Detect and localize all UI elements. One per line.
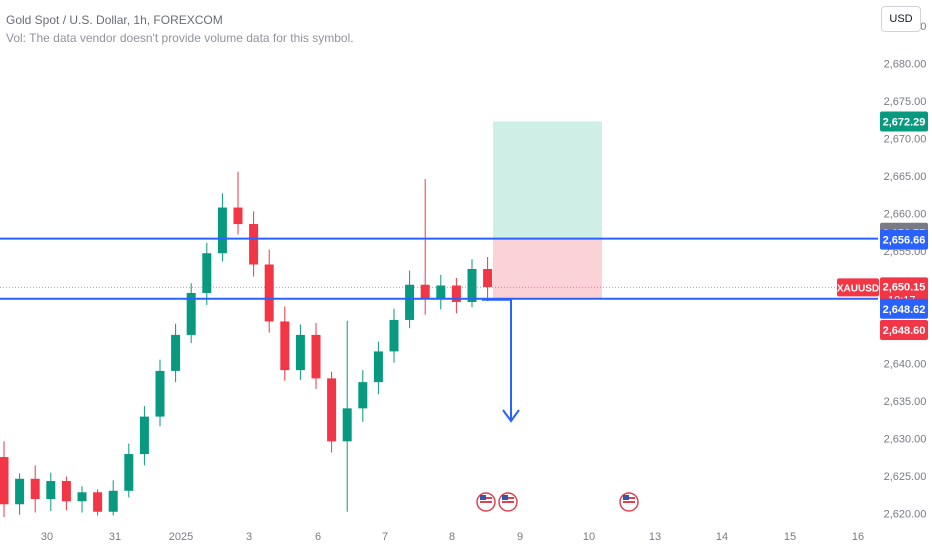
us-flag-icon-stripe: [502, 501, 514, 503]
candle-body: [15, 478, 25, 505]
candle-body: [280, 321, 290, 371]
candle-body: [155, 370, 165, 417]
candle-body: [108, 490, 118, 512]
candle-body: [451, 285, 461, 302]
time-axis: 30 31 2025 3 6 7 8 9 10 13 14 15 16: [41, 531, 864, 543]
chart-legend: Gold Spot / U.S. Dollar, 1h, FOREXCOM Vo…: [6, 11, 354, 47]
candle-body: [264, 264, 274, 322]
x-tick-label: 31: [109, 531, 121, 543]
price-labels: 2,672.292,656.772,656.662,650.1510:17XAU…: [837, 111, 928, 340]
y-tick-label: 2,675.00: [884, 96, 927, 108]
candle-body: [93, 492, 103, 512]
candle-body: [358, 382, 368, 409]
candle-body: [249, 224, 259, 265]
price-label: 2,672.29: [883, 116, 926, 128]
candle-body: [186, 292, 196, 335]
us-flag-icon-canton: [623, 495, 629, 500]
candle-body: [171, 334, 181, 371]
stop-zone: [493, 238, 602, 299]
x-tick-label: 3: [246, 531, 252, 543]
candle-body: [342, 408, 352, 442]
candle-body: [467, 268, 477, 302]
candle-body: [436, 285, 446, 299]
candle-body: [389, 319, 399, 352]
candle-body: [0, 457, 9, 505]
x-tick-label: 10: [583, 531, 595, 543]
arrow-head: [502, 409, 520, 423]
price-axis: 2,620.00 2,625.00 2,630.00 2,635.00 2,640.00…: [884, 21, 927, 520]
candle-body: [217, 207, 227, 254]
candle-body: [295, 334, 305, 371]
position-zones: [493, 121, 602, 299]
price-label: 2,648.62: [883, 304, 926, 316]
y-tick-label: 2,630.00: [884, 433, 927, 445]
x-tick-label: 16: [852, 531, 864, 543]
candle-body: [139, 416, 149, 455]
price-label: 2,648.60: [883, 325, 926, 337]
candle-body: [30, 478, 40, 500]
us-flag-icon-canton: [502, 495, 508, 500]
candle-body: [420, 284, 430, 299]
arrow-path: [482, 298, 512, 420]
candle-body: [46, 481, 56, 500]
price-label: 2,656.66: [883, 235, 926, 247]
candle-body: [311, 334, 321, 379]
volume-note: Vol: The data vendor doesn't provide vol…: [6, 31, 354, 45]
candle-body: [405, 284, 415, 320]
y-tick-label: 2,665.00: [884, 171, 927, 183]
symbol-tag: XAUUSD: [837, 283, 879, 294]
x-tick-label: 15: [784, 531, 796, 543]
event-markers: [476, 492, 639, 512]
x-tick-label: 13: [649, 531, 661, 543]
x-tick-label: 30: [41, 531, 53, 543]
y-tick-label: 2,625.00: [884, 471, 927, 483]
y-tick-label: 2,640.00: [884, 358, 927, 370]
lightning-icon-stripe: [480, 501, 492, 503]
price-label: 2,650.15: [883, 281, 926, 293]
level-lines: [0, 237, 878, 300]
x-tick-label: 7: [382, 531, 388, 543]
x-tick-label: 14: [716, 531, 728, 543]
candle-body: [77, 492, 87, 502]
x-tick-label: 8: [449, 531, 455, 543]
candle-body: [483, 268, 493, 287]
x-tick-label: 6: [315, 531, 321, 543]
y-tick-label: 2,635.00: [884, 396, 927, 408]
lightning-icon-canton: [480, 495, 486, 500]
candle-body: [202, 253, 212, 293]
price-label-bg: [880, 319, 928, 340]
candles: [0, 171, 493, 517]
price-label-bg: [880, 298, 928, 319]
x-tick-label: 9: [517, 531, 523, 543]
y-tick-label: 2,660.00: [884, 209, 927, 221]
projection-arrow: [482, 298, 520, 423]
symbol-tag-bg: [837, 278, 879, 297]
candle-body: [373, 351, 383, 383]
us-flag-icon-stripe: [623, 501, 635, 503]
target-zone: [493, 121, 602, 239]
symbol-title: Gold Spot / U.S. Dollar, 1h, FOREXCOM: [6, 13, 223, 27]
y-tick-label: 2,670.00: [884, 134, 927, 146]
price-label-bg: [880, 229, 928, 250]
price-label-bg: [880, 111, 928, 132]
y-tick-label: 2,620.00: [884, 508, 927, 520]
y-tick-label: 2,680.00: [884, 59, 927, 71]
candle-body: [327, 378, 337, 442]
candle-body: [233, 207, 243, 225]
currency-button[interactable]: USD: [881, 6, 921, 32]
candle-body: [61, 481, 71, 502]
x-tick-label: 2025: [169, 531, 193, 543]
candle-body: [124, 454, 134, 491]
